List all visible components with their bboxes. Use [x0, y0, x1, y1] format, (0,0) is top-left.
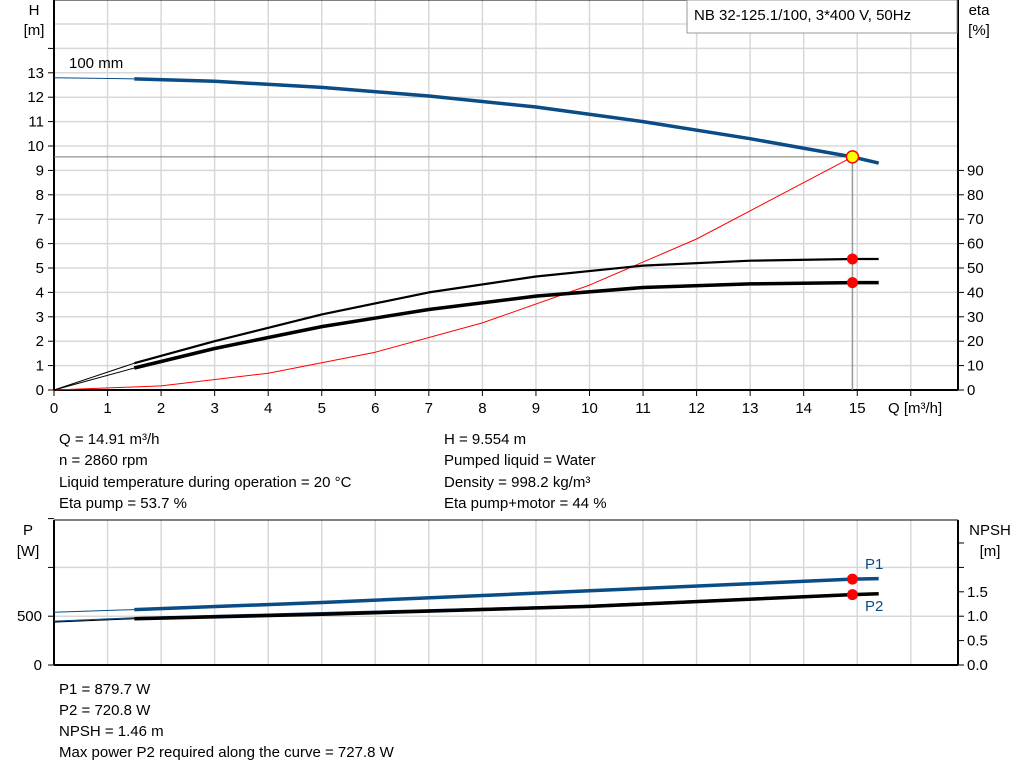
y-tick-label: 1	[36, 358, 44, 375]
x-tick-label: 13	[742, 400, 759, 417]
title-box	[686, 0, 958, 34]
x-tick-label: 6	[371, 400, 379, 417]
npsh-tick-label: 1.0	[967, 608, 988, 625]
y2-tick-label: 20	[967, 333, 984, 350]
npsh-tick-label: 1.5	[967, 584, 988, 601]
p-tick-label: 500	[17, 608, 42, 625]
npsh-axis-label: NPSH	[969, 522, 1011, 539]
y2-tick-label: 70	[967, 211, 984, 228]
eta-pump-curve-extrapolated	[53, 362, 135, 391]
y-axis-label: H	[29, 2, 40, 19]
x-tick-label: 12	[688, 400, 705, 417]
npsh-axis-unit: [m]	[980, 543, 1001, 560]
y2-axis-label: eta	[969, 2, 991, 19]
eta-pump-curve	[134, 257, 879, 365]
y-tick-label: 10	[27, 138, 44, 155]
npsh-tick-label: 0.5	[967, 633, 988, 650]
x-tick-label: 8	[478, 400, 486, 417]
y2-tick-label: 80	[967, 187, 984, 204]
info-eta-total: Eta pump+motor = 44 %	[444, 495, 607, 512]
x-tick-label: 0	[50, 400, 58, 417]
curve-annotation: 100 mm	[69, 55, 123, 72]
head-curve-extrapolated	[53, 77, 135, 80]
y-tick-label: 6	[36, 236, 44, 253]
info-liquid: Pumped liquid = Water	[444, 452, 596, 469]
duty-point	[845, 150, 860, 164]
p2-point	[846, 589, 858, 601]
info-npsh: NPSH = 1.46 m	[59, 723, 164, 740]
info-temp: Liquid temperature during operation = 20…	[59, 474, 352, 491]
p-tick-label: 0	[34, 657, 42, 674]
x-tick-label: 11	[635, 400, 651, 417]
y-tick-label: 12	[27, 89, 44, 106]
p1-curve-extrapolated	[53, 609, 135, 613]
npsh-tick-label: 0.0	[967, 657, 988, 674]
y-tick-label: 5	[36, 260, 44, 277]
x-tick-label: 2	[157, 400, 165, 417]
info-q: Q = 14.91 m³/h	[59, 431, 160, 448]
y-tick-label: 11	[28, 114, 44, 131]
x-tick-label: 1	[103, 400, 111, 417]
system-curve	[53, 156, 853, 391]
eta-total-curve	[133, 280, 879, 370]
p-axis-unit: [W]	[17, 543, 40, 560]
info-p2: P2 = 720.8 W	[59, 702, 151, 719]
x-tick-label: 15	[849, 400, 866, 417]
y-tick-label: 0	[36, 382, 44, 399]
head-curve	[134, 77, 880, 165]
x-tick-label: 9	[532, 400, 540, 417]
info-eta-pump: Eta pump = 53.7 %	[59, 495, 187, 512]
eta-total-curve-extrapolated	[53, 367, 135, 391]
info-density: Density = 998.2 kg/m³	[444, 474, 591, 491]
y2-tick-label: 50	[967, 260, 984, 277]
p1-point	[846, 573, 858, 585]
y2-axis-unit: [%]	[968, 22, 990, 39]
y-tick-label: 9	[36, 162, 44, 179]
y-axis-unit: [m]	[24, 22, 45, 39]
y-tick-label: 3	[36, 309, 44, 326]
p1-label: P1	[865, 556, 883, 573]
p2-curve	[134, 592, 879, 621]
y2-tick-label: 90	[967, 162, 984, 179]
p2-label: P2	[865, 598, 883, 615]
info-max-p2: Max power P2 required along the curve = …	[59, 744, 394, 761]
npsh-curve-extrapolated	[53, 617, 135, 622]
x-tick-label: 3	[210, 400, 218, 417]
info-h: H = 9.554 m	[444, 431, 527, 448]
x-axis-label: Q [m³/h]	[888, 400, 942, 417]
y-tick-label: 13	[27, 65, 44, 82]
y2-tick-label: 10	[967, 358, 984, 375]
y2-tick-label: 40	[967, 284, 984, 301]
p1-curve	[134, 576, 879, 612]
y2-tick-label: 30	[967, 309, 984, 326]
chart-title: NB 32-125.1/100, 3*400 V, 50Hz	[694, 7, 911, 24]
x-tick-label: 7	[425, 400, 433, 417]
p-axis-label: P	[23, 522, 33, 539]
info-p1: P1 = 879.7 W	[59, 681, 151, 698]
info-n: n = 2860 rpm	[59, 452, 148, 469]
p2-curve-extrapolated	[53, 618, 135, 623]
x-tick-label: 4	[264, 400, 272, 417]
y-tick-label: 7	[36, 211, 44, 228]
x-tick-label: 5	[318, 400, 326, 417]
eta-pump-point	[846, 253, 858, 265]
y-tick-label: 8	[36, 187, 44, 204]
y-tick-label: 2	[36, 333, 44, 350]
y2-tick-label: 60	[967, 236, 984, 253]
eta-total-point	[846, 277, 858, 289]
x-tick-label: 14	[795, 400, 812, 417]
y-tick-label: 4	[36, 284, 44, 301]
y2-tick-label: 0	[967, 382, 975, 399]
x-tick-label: 10	[581, 400, 598, 417]
